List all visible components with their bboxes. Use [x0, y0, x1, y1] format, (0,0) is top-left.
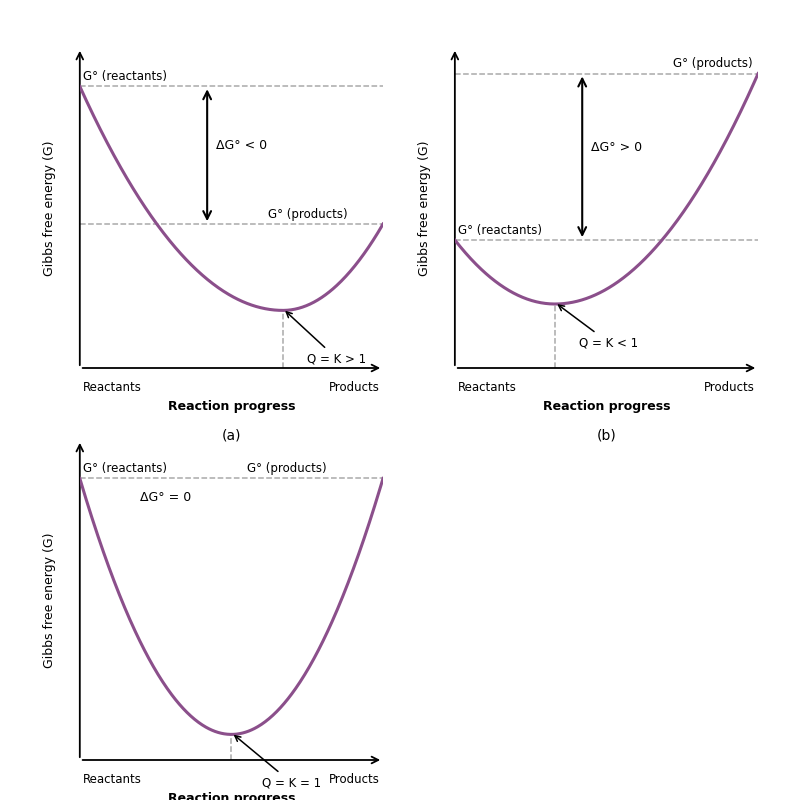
Text: G° (reactants): G° (reactants)	[83, 70, 167, 83]
Text: Reactants: Reactants	[83, 381, 142, 394]
Text: Q = K < 1: Q = K < 1	[559, 305, 638, 349]
Text: G° (products): G° (products)	[268, 208, 347, 221]
Text: Reaction progress: Reaction progress	[168, 792, 295, 800]
Text: G° (products): G° (products)	[247, 462, 326, 475]
Text: Q = K = 1: Q = K = 1	[235, 736, 321, 789]
Text: Gibbs free energy (G): Gibbs free energy (G)	[418, 140, 431, 276]
Text: ΔG° < 0: ΔG° < 0	[216, 139, 267, 152]
Text: Products: Products	[329, 381, 380, 394]
Text: G° (products): G° (products)	[674, 58, 753, 70]
Text: ΔG° > 0: ΔG° > 0	[591, 141, 642, 154]
Text: Reactants: Reactants	[83, 773, 142, 786]
Text: ΔG° = 0: ΔG° = 0	[140, 491, 192, 504]
Text: Reaction progress: Reaction progress	[168, 400, 295, 413]
Text: Reactants: Reactants	[458, 381, 517, 394]
Text: Products: Products	[704, 381, 755, 394]
Text: (a): (a)	[222, 429, 241, 443]
Text: Gibbs free energy (G): Gibbs free energy (G)	[43, 532, 56, 668]
Text: Q = K > 1: Q = K > 1	[286, 312, 366, 365]
Text: G° (reactants): G° (reactants)	[458, 224, 542, 237]
Text: (b): (b)	[597, 429, 616, 443]
Text: Gibbs free energy (G): Gibbs free energy (G)	[43, 140, 56, 276]
Text: Products: Products	[329, 773, 380, 786]
Text: Reaction progress: Reaction progress	[543, 400, 670, 413]
Text: G° (reactants): G° (reactants)	[83, 462, 167, 475]
